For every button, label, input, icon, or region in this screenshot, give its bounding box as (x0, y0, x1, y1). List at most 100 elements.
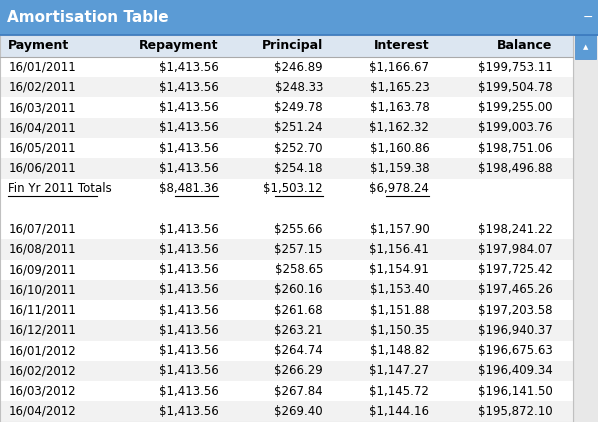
Text: 16/07/2011: 16/07/2011 (8, 223, 76, 235)
Bar (0, 57, 573, 77)
Text: Interest: Interest (374, 39, 429, 52)
Text: Amortisation Table: Amortisation Table (7, 10, 169, 25)
Text: $1,160.86: $1,160.86 (370, 142, 429, 154)
Text: $197,725.42: $197,725.42 (478, 263, 553, 276)
Text: 16/04/2011: 16/04/2011 (8, 122, 76, 134)
Text: 16/09/2011: 16/09/2011 (8, 263, 76, 276)
Text: $1,413.56: $1,413.56 (158, 284, 218, 296)
Text: $197,984.07: $197,984.07 (478, 243, 553, 256)
Text: $8,481.36: $8,481.36 (158, 182, 218, 195)
Text: $1,166.67: $1,166.67 (370, 61, 429, 73)
Text: 16/01/2012: 16/01/2012 (8, 344, 76, 357)
Text: $1,413.56: $1,413.56 (158, 324, 218, 337)
Bar (0, 199, 573, 219)
Text: Repayment: Repayment (139, 39, 218, 52)
Bar (0, 138, 573, 158)
Bar (0, 158, 573, 179)
Text: $196,141.50: $196,141.50 (478, 385, 553, 398)
Text: $269.40: $269.40 (274, 405, 323, 418)
Text: 16/01/2011: 16/01/2011 (8, 61, 76, 73)
Text: $195,872.10: $195,872.10 (478, 405, 553, 418)
Text: $1,157.90: $1,157.90 (370, 223, 429, 235)
Bar (0, 118, 573, 138)
Text: Fin Yr 2011 Totals: Fin Yr 2011 Totals (8, 182, 112, 195)
Text: $248.33: $248.33 (274, 81, 323, 94)
Text: $1,413.56: $1,413.56 (158, 223, 218, 235)
Text: $1,151.88: $1,151.88 (370, 304, 429, 316)
Bar (0, 0, 598, 35)
Text: $1,163.78: $1,163.78 (370, 101, 429, 114)
Text: $264.74: $264.74 (274, 344, 323, 357)
Text: $1,413.56: $1,413.56 (158, 385, 218, 398)
Text: $1,159.38: $1,159.38 (370, 162, 429, 175)
Text: Balance: Balance (497, 39, 553, 52)
Text: $197,465.26: $197,465.26 (478, 284, 553, 296)
Text: $1,503.12: $1,503.12 (263, 182, 323, 195)
Text: $1,413.56: $1,413.56 (158, 142, 218, 154)
Text: $1,413.56: $1,413.56 (158, 263, 218, 276)
Text: $1,162.32: $1,162.32 (370, 122, 429, 134)
Bar (573, 35, 598, 422)
Text: $1,413.56: $1,413.56 (158, 162, 218, 175)
Bar (0, 260, 573, 280)
Text: $267.84: $267.84 (274, 385, 323, 398)
Bar (575, 35, 596, 59)
Bar (0, 35, 573, 57)
Text: $1,413.56: $1,413.56 (158, 101, 218, 114)
Text: $198,751.06: $198,751.06 (478, 142, 553, 154)
Text: 16/03/2011: 16/03/2011 (8, 101, 76, 114)
Text: 16/11/2011: 16/11/2011 (8, 304, 77, 316)
Text: 16/12/2011: 16/12/2011 (8, 324, 77, 337)
Text: $1,413.56: $1,413.56 (158, 61, 218, 73)
Text: $1,148.82: $1,148.82 (370, 344, 429, 357)
Bar (0, 77, 573, 97)
Bar (0, 341, 573, 361)
Text: $263.21: $263.21 (274, 324, 323, 337)
Text: $252.70: $252.70 (274, 142, 323, 154)
Bar (0, 179, 573, 199)
Text: $251.24: $251.24 (274, 122, 323, 134)
Bar (0, 97, 573, 118)
Text: $266.29: $266.29 (274, 365, 323, 377)
Text: $1,144.16: $1,144.16 (370, 405, 429, 418)
Text: 16/10/2011: 16/10/2011 (8, 284, 76, 296)
Text: −: − (583, 11, 594, 24)
Text: $198,496.88: $198,496.88 (478, 162, 553, 175)
Text: $1,165.23: $1,165.23 (370, 81, 429, 94)
Text: $199,753.11: $199,753.11 (478, 61, 553, 73)
Text: 16/05/2011: 16/05/2011 (8, 142, 76, 154)
Text: 16/03/2012: 16/03/2012 (8, 385, 76, 398)
Bar (0, 280, 573, 300)
Text: Payment: Payment (8, 39, 69, 52)
Text: $1,413.56: $1,413.56 (158, 81, 218, 94)
Text: $1,147.27: $1,147.27 (370, 365, 429, 377)
Text: $1,413.56: $1,413.56 (158, 122, 218, 134)
Text: $1,150.35: $1,150.35 (370, 324, 429, 337)
Text: $260.16: $260.16 (274, 284, 323, 296)
Text: $197,203.58: $197,203.58 (478, 304, 553, 316)
Text: $1,413.56: $1,413.56 (158, 405, 218, 418)
Text: $1,145.72: $1,145.72 (370, 385, 429, 398)
Text: $199,504.78: $199,504.78 (478, 81, 553, 94)
Text: $246.89: $246.89 (274, 61, 323, 73)
Text: $196,675.63: $196,675.63 (478, 344, 553, 357)
Text: $6,978.24: $6,978.24 (370, 182, 429, 195)
Text: 16/02/2012: 16/02/2012 (8, 365, 76, 377)
Bar (0, 320, 573, 341)
Text: $1,153.40: $1,153.40 (370, 284, 429, 296)
Text: $198,241.22: $198,241.22 (478, 223, 553, 235)
Text: $196,940.37: $196,940.37 (478, 324, 553, 337)
Text: $199,003.76: $199,003.76 (478, 122, 553, 134)
Text: 16/06/2011: 16/06/2011 (8, 162, 76, 175)
Text: $254.18: $254.18 (274, 162, 323, 175)
Text: $255.66: $255.66 (274, 223, 323, 235)
Text: $257.15: $257.15 (274, 243, 323, 256)
Bar (0, 219, 573, 239)
Text: 16/04/2012: 16/04/2012 (8, 405, 76, 418)
Text: ▲: ▲ (583, 44, 588, 50)
Bar (0, 381, 573, 401)
Bar (0, 401, 573, 422)
Text: $1,413.56: $1,413.56 (158, 344, 218, 357)
Text: 16/02/2011: 16/02/2011 (8, 81, 76, 94)
Text: $1,156.41: $1,156.41 (370, 243, 429, 256)
